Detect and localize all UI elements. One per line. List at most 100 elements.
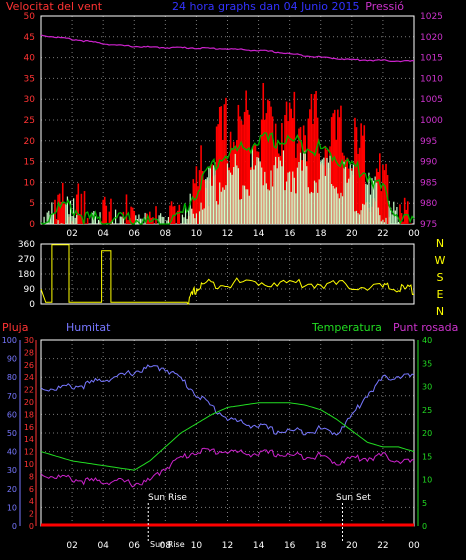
pressure-line bbox=[40, 34, 415, 63]
dewpoint-line bbox=[40, 447, 415, 488]
wind-y-tick-15: 15 bbox=[24, 158, 35, 168]
humidity-x-tick-20: 20 bbox=[346, 541, 358, 551]
humidity-y-tick-20: 20 bbox=[7, 485, 17, 494]
humidity-x-tick-10: 10 bbox=[191, 541, 203, 551]
wind-y-tick-20: 20 bbox=[24, 137, 36, 147]
temp-y-tick-30: 30 bbox=[422, 383, 432, 392]
temp-y-tick-10: 10 bbox=[422, 476, 432, 485]
direction-label-S-2: S bbox=[437, 271, 444, 284]
humidity-x-tick-12: 12 bbox=[222, 541, 233, 551]
direction-panel-frame bbox=[40, 243, 415, 305]
humidity-x-tick-14: 14 bbox=[253, 541, 265, 551]
rain-y-tick-24: 24 bbox=[24, 373, 34, 382]
humidity-y-tick-80: 80 bbox=[7, 373, 17, 382]
wind-x-tick-02: 02 bbox=[66, 229, 77, 239]
rain-y-tick-2: 2 bbox=[29, 510, 34, 519]
wind-x-tick-08: 08 bbox=[160, 229, 172, 239]
temperature-label: Temperatura bbox=[311, 321, 382, 334]
direction-y-tick-270: 270 bbox=[18, 255, 35, 265]
humidity-y-tick-100: 100 bbox=[2, 336, 17, 345]
humidity-y-tick-50: 50 bbox=[7, 429, 17, 438]
dewpoint-label: Punt rosada bbox=[393, 321, 458, 334]
temp-y-tick-20: 20 bbox=[422, 429, 432, 438]
humidity-y-tick-60: 60 bbox=[7, 410, 17, 419]
pressure-y-tick-1010: 1010 bbox=[420, 74, 443, 84]
humidity-line bbox=[40, 364, 415, 436]
pressure-y-tick-1015: 1015 bbox=[420, 54, 443, 64]
temp-y-tick-35: 35 bbox=[422, 359, 432, 368]
humidity-x-tick-16: 16 bbox=[284, 541, 296, 551]
rain-y-tick-14: 14 bbox=[24, 435, 34, 444]
pressure-y-tick-980: 980 bbox=[420, 199, 437, 209]
wind-y-tick-35: 35 bbox=[24, 74, 35, 84]
rain-y-tick-26: 26 bbox=[24, 361, 34, 370]
rain-y-tick-22: 22 bbox=[24, 386, 34, 395]
pressure-y-tick-985: 985 bbox=[420, 178, 437, 188]
rain-y-tick-16: 16 bbox=[24, 423, 34, 432]
wind-x-tick-06: 06 bbox=[129, 229, 141, 239]
chart-marks: 0510152025303540455097598098599099510001… bbox=[2, 12, 446, 551]
pressure-y-tick-1000: 1000 bbox=[420, 116, 443, 126]
wind-x-tick-10: 10 bbox=[191, 229, 203, 239]
direction-y-tick-360: 360 bbox=[18, 240, 35, 250]
pressure-y-tick-990: 990 bbox=[420, 158, 437, 168]
wind-y-tick-5: 5 bbox=[29, 199, 35, 209]
direction-y-tick-180: 180 bbox=[18, 270, 35, 280]
wind-y-tick-10: 10 bbox=[24, 178, 36, 188]
humidity-y-tick-30: 30 bbox=[7, 466, 17, 475]
humidity-y-tick-90: 90 bbox=[7, 355, 17, 364]
rain-y-tick-4: 4 bbox=[29, 497, 34, 506]
wind-x-tick-12: 12 bbox=[222, 229, 233, 239]
rain-y-tick-0: 0 bbox=[29, 522, 34, 531]
wind-y-tick-0: 0 bbox=[29, 220, 35, 230]
direction-y-tick-0: 0 bbox=[29, 300, 35, 310]
pressure-y-tick-1025: 1025 bbox=[420, 12, 443, 22]
humidity-x-tick-02: 02 bbox=[66, 541, 77, 551]
humidity-x-tick-18: 18 bbox=[315, 541, 327, 551]
temp-y-tick-15: 15 bbox=[422, 452, 432, 461]
humidity-x-tick-06: 06 bbox=[129, 541, 141, 551]
rain-y-tick-28: 28 bbox=[24, 348, 34, 357]
wind-x-tick-14: 14 bbox=[253, 229, 265, 239]
temp-y-tick-25: 25 bbox=[422, 406, 432, 415]
temp-y-tick-40: 40 bbox=[422, 336, 432, 345]
temperature-line bbox=[40, 402, 415, 471]
pressure-y-tick-975: 975 bbox=[420, 220, 437, 230]
wind-speed-label: Velocitat del vent bbox=[6, 0, 103, 13]
humidity-label: Humitat bbox=[66, 321, 111, 334]
wind-y-tick-30: 30 bbox=[24, 95, 36, 105]
pressure-y-tick-995: 995 bbox=[420, 137, 437, 147]
temp-y-tick-0: 0 bbox=[422, 522, 427, 531]
direction-label-N-4: N bbox=[436, 305, 444, 318]
pressure-label: Pressió bbox=[365, 0, 404, 13]
wind-x-tick-00: 00 bbox=[408, 229, 420, 239]
rain-y-tick-12: 12 bbox=[24, 448, 34, 457]
pressure-y-tick-1005: 1005 bbox=[420, 95, 443, 105]
rain-y-tick-18: 18 bbox=[24, 410, 34, 419]
rain-y-tick-30: 30 bbox=[24, 336, 34, 345]
rain-y-tick-8: 8 bbox=[29, 472, 34, 481]
humidity-y-tick-0: 0 bbox=[12, 522, 17, 531]
rain-y-tick-6: 6 bbox=[29, 485, 34, 494]
rain-y-tick-10: 10 bbox=[24, 460, 34, 469]
direction-label-E-3: E bbox=[437, 288, 444, 301]
wind-y-tick-45: 45 bbox=[24, 33, 35, 43]
wind-y-tick-50: 50 bbox=[24, 12, 36, 22]
humidity-y-tick-10: 10 bbox=[7, 503, 17, 512]
wind-average-line bbox=[40, 132, 415, 225]
humidity-y-tick-70: 70 bbox=[7, 392, 17, 401]
humidity-x-tick-04: 04 bbox=[97, 541, 109, 551]
sunrise-label: Sun Rise bbox=[148, 493, 187, 503]
wind-direction-line bbox=[40, 244, 415, 305]
wind-y-tick-40: 40 bbox=[24, 54, 36, 64]
rain-label: Pluja bbox=[2, 321, 28, 334]
wind-x-tick-16: 16 bbox=[284, 229, 296, 239]
wind-x-tick-18: 18 bbox=[315, 229, 327, 239]
chart-title: 24 hora graphs dan 04 Junio 2015 bbox=[172, 0, 360, 13]
direction-label-N-0: N bbox=[436, 237, 444, 250]
humidity-x-tick-08: 08 bbox=[160, 541, 172, 551]
sunset-label: Sun Set bbox=[336, 493, 371, 503]
